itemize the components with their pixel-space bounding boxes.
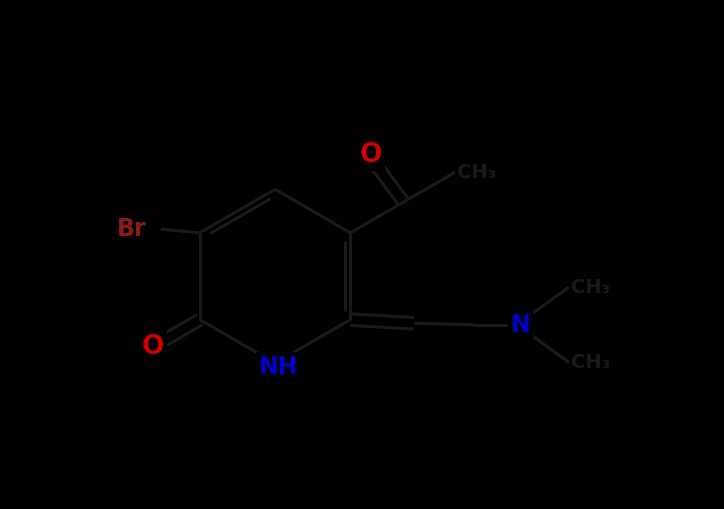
Text: CH₃: CH₃ <box>571 353 610 372</box>
Text: N: N <box>510 313 531 337</box>
Text: Br: Br <box>117 217 147 241</box>
Text: CH₃: CH₃ <box>458 163 496 182</box>
Text: O: O <box>142 334 164 360</box>
Text: O: O <box>360 142 382 168</box>
Text: NH: NH <box>259 355 298 379</box>
Text: CH₃: CH₃ <box>571 277 610 297</box>
